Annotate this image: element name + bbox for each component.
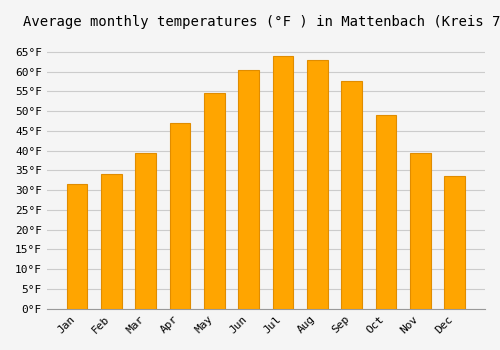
Bar [238, 70, 259, 309]
Bar [101, 174, 121, 309]
Title: Average monthly temperatures (°F ) in Mattenbach (Kreis 7): Average monthly temperatures (°F ) in Ma… [23, 15, 500, 29]
Bar [376, 115, 396, 309]
Bar [67, 184, 87, 309]
Bar [342, 82, 362, 309]
Bar [444, 176, 465, 309]
Bar [410, 153, 430, 309]
Bar [170, 123, 190, 309]
Bar [204, 93, 225, 309]
Bar [273, 56, 293, 309]
Bar [307, 60, 328, 309]
Bar [136, 153, 156, 309]
